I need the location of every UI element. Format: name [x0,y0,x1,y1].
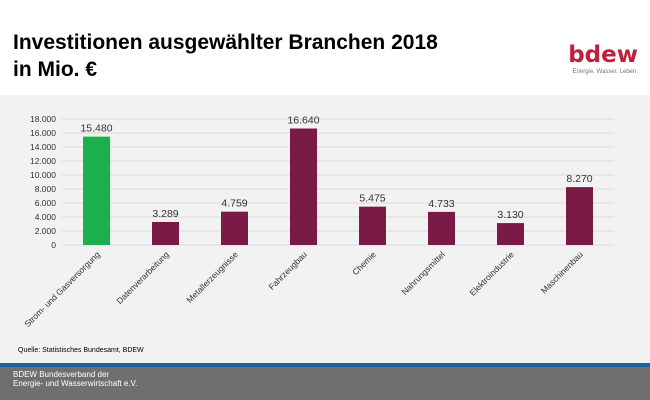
y-tick-label: 0 [51,240,56,250]
bdew-logo: bdew Energie. Wasser. Leben. [558,43,638,75]
value-label: 3.130 [497,209,523,221]
value-labels: 15.480 3.289 4.759 16.640 5.475 4.733 3.130 8.2… [80,115,592,222]
category-label: Maschinenbau [539,249,585,295]
y-tick-label: 12.000 [30,156,56,166]
footer-bar [0,363,650,400]
chart-title-line1: Investitionen ausgewählter Branchen 2018 [13,31,438,54]
y-tick-label: 14.000 [30,142,56,152]
chart-title: Investitionen ausgewählter Branchen 2018… [13,29,533,83]
bar [290,128,317,245]
y-tick-label: 18.000 [30,114,56,124]
bar [359,206,386,245]
logo-tagline: Energie. Wasser. Leben. [572,69,638,75]
value-label: 4.759 [221,198,247,210]
y-tick-label: 6.000 [35,198,57,208]
chart-title-line2: in Mio. € [13,58,97,81]
y-tick-label: 16.000 [30,128,56,138]
source-note: Quelle: Statistisches Bundesamt, BDEW [18,347,144,354]
gridlines [62,118,614,246]
category-labels: Strom- und Gasversorgung Datenverarbeitun… [22,249,585,329]
y-tick-label: 2.000 [35,226,57,236]
bar [566,187,593,245]
category-label: Metallerzeugnisse [184,249,240,305]
category-label: Datenverarbeitung [114,249,171,306]
value-label: 16.640 [287,115,319,127]
bar [221,211,248,245]
logo-wordmark: bdew [568,42,638,68]
bar [428,211,455,245]
footer-stripe [0,363,650,367]
footer-line2: Energie- und Wasserwirtschaft e.V. [13,379,138,388]
y-tick-label: 4.000 [35,212,57,222]
bar-chart: 0 2.000 4.000 6.000 8.000 10.000 12.000 14.000 1… [22,114,614,329]
y-axis-ticks: 0 2.000 4.000 6.000 8.000 10.000 12.000 14.000 1… [30,114,56,250]
footer-line1: BDEW Bundesverband der [13,370,110,379]
bars [83,128,593,245]
value-label: 3.289 [152,208,178,220]
y-tick-label: 8.000 [35,184,57,194]
category-label: Fahrzeugbau [266,249,309,292]
bar [497,223,524,245]
category-label: Chemie [350,249,378,277]
footer-organization: BDEW Bundesverband der Energie- und Wass… [13,370,413,388]
category-label: Nahrungsmittel [399,249,447,297]
category-label: Strom- und Gasversorgung [22,249,102,329]
value-label: 5.475 [359,193,385,205]
value-label: 15.480 [80,123,112,135]
bar [83,136,110,245]
category-label: Elektroindustrie [467,249,516,298]
value-label: 8.270 [566,173,592,185]
bar [152,221,179,245]
y-tick-label: 10.000 [30,170,56,180]
value-label: 4.733 [428,198,454,210]
